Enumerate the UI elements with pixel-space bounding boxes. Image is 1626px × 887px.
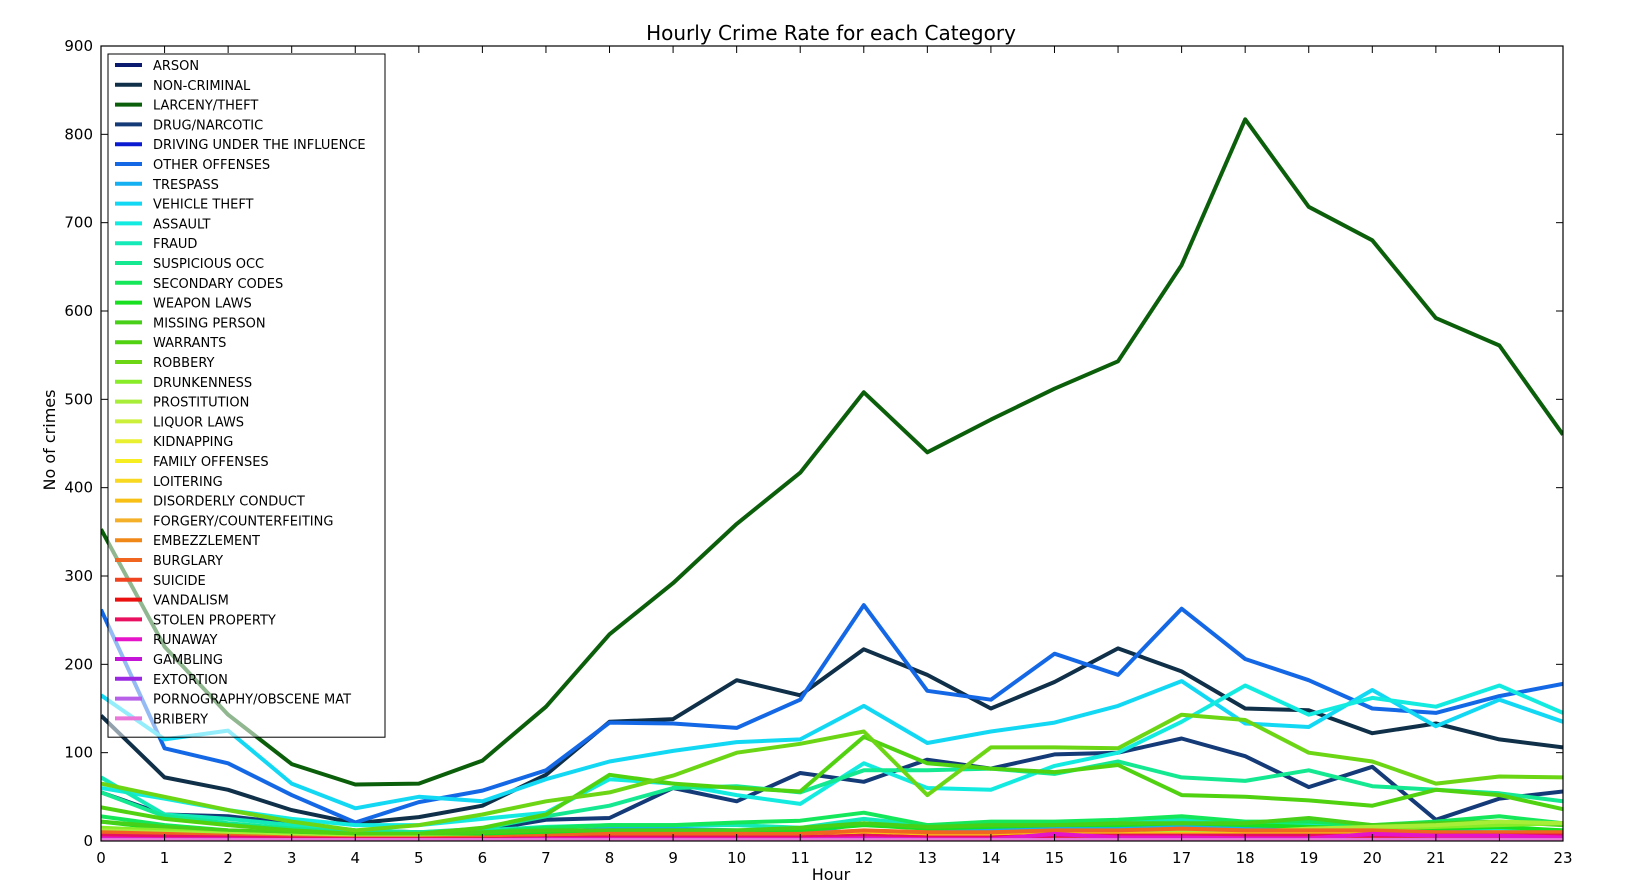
plot-frame — [100, 45, 1564, 842]
legend-label: WEAPON LAWS — [153, 297, 252, 312]
y-tick-label: 500 — [64, 390, 93, 408]
legend-label: EXTORTION — [153, 673, 228, 688]
x-tick-label: 0 — [96, 849, 106, 867]
legend-box — [107, 53, 386, 738]
legend-label: ARSON — [153, 59, 199, 74]
legend-label: NON-CRIMINAL — [153, 79, 251, 94]
legend-label: MISSING PERSON — [153, 316, 266, 331]
x-tick-label: 7 — [541, 849, 551, 867]
series-line-15 — [101, 712, 1563, 833]
y-tick-label: 300 — [64, 567, 93, 585]
legend-label: KIDNAPPING — [153, 435, 233, 450]
chart-title: Hourly Crime Rate for each Category — [646, 21, 1016, 45]
x-tick-label: 21 — [1426, 849, 1445, 867]
legend-label: LIQUOR LAWS — [153, 415, 244, 430]
y-tick-label: 800 — [64, 125, 93, 143]
legend-label: OTHER OFFENSES — [153, 158, 270, 173]
legend-label: DRIVING UNDER THE INFLUENCE — [153, 138, 366, 153]
legend-label: BURGLARY — [153, 554, 223, 569]
y-tick-label: 400 — [64, 479, 93, 497]
x-tick-label: 3 — [287, 849, 297, 867]
x-tick-label: 14 — [981, 849, 1000, 867]
legend-label: GAMBLING — [153, 653, 223, 668]
x-tick-label: 20 — [1363, 849, 1382, 867]
x-tick-label: 12 — [854, 849, 873, 867]
legend-label: STOLEN PROPERTY — [153, 613, 276, 628]
x-tick-label: 15 — [1045, 849, 1064, 867]
series-line-5 — [101, 603, 1563, 825]
y-tick-label: 0 — [83, 832, 93, 850]
legend: ARSON NON-CRIMINAL LARCENY/THEFT DRUG/NARCO… — [107, 53, 386, 738]
y-tick-label: 600 — [64, 302, 93, 320]
x-tick-label: 11 — [791, 849, 810, 867]
legend-label: LARCENY/THEFT — [153, 99, 258, 114]
y-tick-label: 100 — [64, 744, 93, 762]
x-tick-label: 8 — [605, 849, 615, 867]
legend-label: SECONDARY CODES — [153, 277, 283, 292]
series-lines — [101, 117, 1563, 841]
series-line-1 — [101, 646, 1563, 826]
legend-label: WARRANTS — [153, 336, 226, 351]
y-axis-label: No of crimes — [40, 390, 59, 491]
legend-label: PROSTITUTION — [153, 396, 249, 411]
x-tick-label: 23 — [1553, 849, 1572, 867]
y-tick-label: 200 — [64, 655, 93, 673]
x-tick-label: 2 — [223, 849, 233, 867]
x-tick-label: 5 — [414, 849, 424, 867]
y-tick-label: 900 — [64, 37, 93, 55]
x-axis-label: Hour — [812, 865, 851, 884]
legend-label: PORNOGRAPHY/OBSCENE MAT — [153, 693, 351, 708]
legend-label: DRUNKENNESS — [153, 376, 252, 391]
legend-label: ROBBERY — [153, 356, 215, 371]
legend-label: VEHICLE THEFT — [153, 198, 254, 213]
legend-label: BRIBERY — [153, 712, 208, 727]
series-line-8 — [101, 683, 1563, 828]
x-tick-label: 13 — [918, 849, 937, 867]
x-tick-label: 16 — [1108, 849, 1127, 867]
x-tick-label: 4 — [350, 849, 360, 867]
legend-label: SUSPICIOUS OCC — [153, 257, 264, 272]
legend-label: TRESPASS — [152, 178, 219, 193]
series-line-14 — [101, 734, 1563, 836]
legend-label: LOITERING — [153, 475, 223, 490]
legend-label: FRAUD — [153, 237, 197, 252]
plot-area: 0 1 2 3 4 5 6 7 8 9 10 11 12 13 14 15 16 17 18 19 20 21 22 2301… — [64, 37, 1572, 867]
x-tick-label: 22 — [1490, 849, 1509, 867]
legend-label: FORGERY/COUNTERFEITING — [153, 514, 333, 529]
legend-label: DRUG/NARCOTIC — [153, 118, 263, 133]
x-tick-label: 10 — [727, 849, 746, 867]
x-tick-label: 9 — [668, 849, 678, 867]
y-tick-label: 700 — [64, 214, 93, 232]
x-tick-label: 17 — [1172, 849, 1191, 867]
series-line-7 — [101, 679, 1563, 811]
legend-label: FAMILY OFFENSES — [153, 455, 269, 470]
x-tick-label: 19 — [1299, 849, 1318, 867]
legend-label: VANDALISM — [153, 594, 229, 609]
x-tick-label: 1 — [160, 849, 170, 867]
x-tick-label: 6 — [478, 849, 488, 867]
series-line-2 — [101, 117, 1563, 787]
legend-label: EMBEZZLEMENT — [153, 534, 260, 549]
legend-label: ASSAULT — [153, 217, 210, 232]
legend-label: SUICIDE — [153, 574, 206, 589]
legend-label: DISORDERLY CONDUCT — [153, 495, 305, 510]
legend-label: RUNAWAY — [153, 633, 217, 648]
x-tick-label: 18 — [1236, 849, 1255, 867]
